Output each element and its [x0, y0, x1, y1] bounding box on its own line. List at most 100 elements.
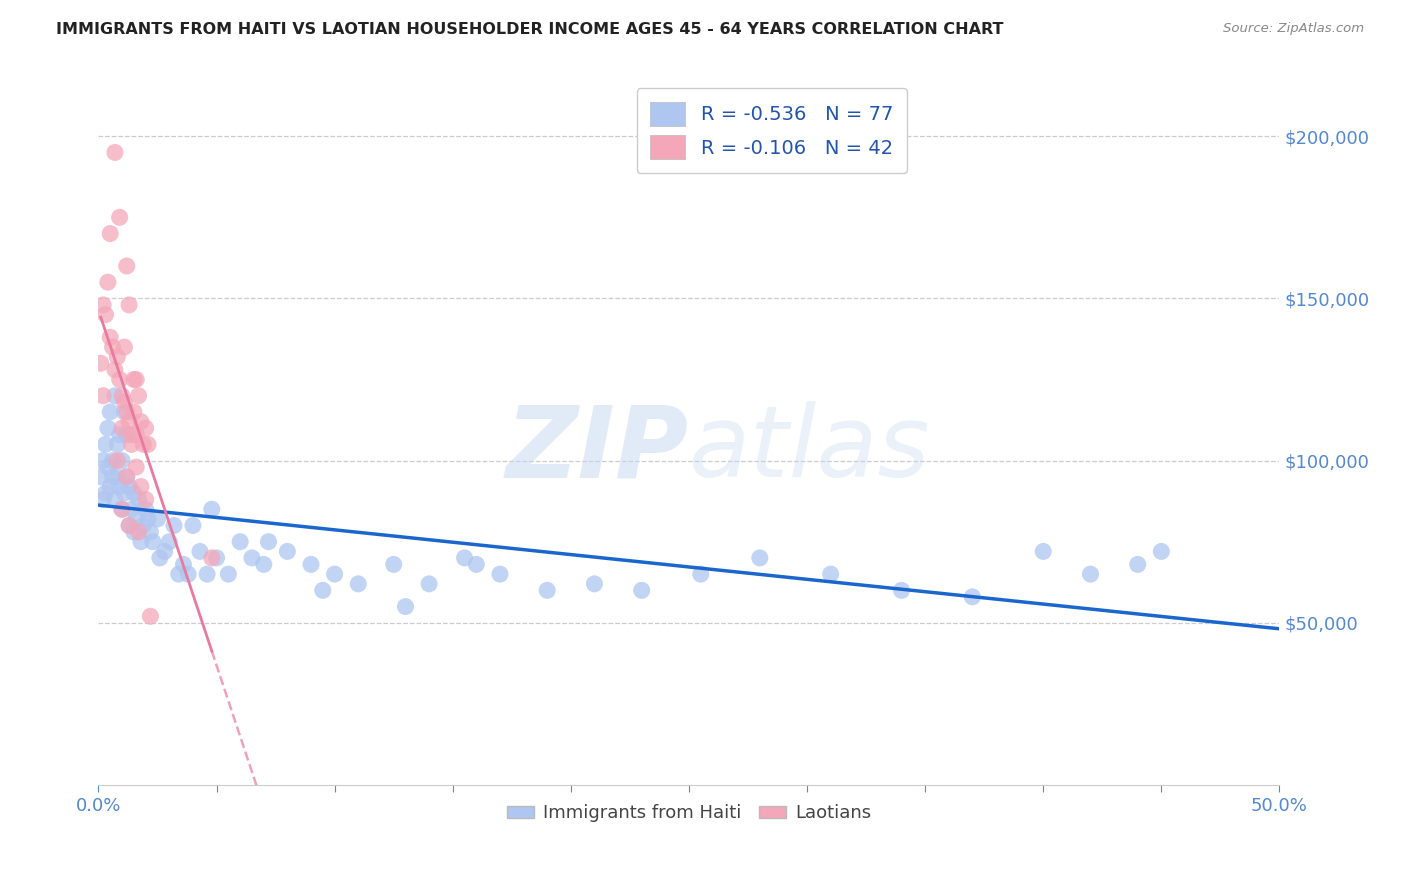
Point — [105, 350, 128, 364]
Point — [104, 145, 127, 160]
Point — [347, 577, 370, 591]
Point — [111, 502, 134, 516]
Point — [121, 427, 143, 442]
Text: atlas: atlas — [689, 401, 931, 498]
Point — [125, 460, 148, 475]
Point — [90, 356, 112, 370]
Point — [112, 405, 135, 419]
Point — [142, 534, 165, 549]
Point — [104, 389, 127, 403]
Point — [91, 453, 114, 467]
Point — [122, 524, 145, 539]
Point — [163, 518, 186, 533]
Point — [583, 577, 606, 591]
Point — [118, 518, 141, 533]
Point — [149, 550, 172, 565]
Point — [172, 558, 194, 572]
Point — [97, 460, 120, 475]
Point — [121, 502, 143, 516]
Point — [125, 427, 148, 442]
Point — [418, 577, 440, 591]
Point — [1150, 544, 1173, 558]
Point — [101, 340, 124, 354]
Point — [253, 558, 276, 572]
Point — [108, 211, 131, 225]
Point — [129, 479, 152, 493]
Point — [98, 405, 121, 419]
Legend: Immigrants from Haiti, Laotians: Immigrants from Haiti, Laotians — [499, 797, 879, 830]
Text: ZIP: ZIP — [506, 401, 689, 498]
Point — [394, 599, 416, 614]
Point — [90, 470, 112, 484]
Point — [91, 389, 114, 403]
Point — [108, 427, 131, 442]
Point — [1080, 567, 1102, 582]
Point — [157, 534, 180, 549]
Point — [136, 437, 159, 451]
Point — [205, 550, 228, 565]
Point — [111, 453, 134, 467]
Point — [139, 524, 162, 539]
Point — [217, 567, 239, 582]
Point — [177, 567, 200, 582]
Point — [129, 534, 152, 549]
Point — [128, 492, 150, 507]
Point — [98, 227, 121, 241]
Point — [962, 590, 984, 604]
Point — [382, 558, 405, 572]
Point — [97, 421, 120, 435]
Point — [1126, 558, 1149, 572]
Point — [135, 492, 157, 507]
Point — [105, 470, 128, 484]
Point — [1032, 544, 1054, 558]
Point — [890, 583, 912, 598]
Text: Source: ZipAtlas.com: Source: ZipAtlas.com — [1223, 22, 1364, 36]
Point — [128, 524, 150, 539]
Point — [121, 437, 143, 451]
Point — [91, 298, 114, 312]
Point — [118, 479, 141, 493]
Point — [115, 259, 138, 273]
Point — [91, 492, 114, 507]
Point — [136, 512, 159, 526]
Point — [122, 372, 145, 386]
Point — [118, 415, 141, 429]
Text: IMMIGRANTS FROM HAITI VS LAOTIAN HOUSEHOLDER INCOME AGES 45 - 64 YEARS CORRELATI: IMMIGRANTS FROM HAITI VS LAOTIAN HOUSEHO… — [56, 22, 1004, 37]
Point — [94, 308, 117, 322]
Point — [101, 453, 124, 467]
Point — [820, 567, 842, 582]
Point — [188, 544, 211, 558]
Point — [128, 389, 150, 403]
Point — [129, 415, 152, 429]
Point — [115, 470, 138, 484]
Point — [105, 453, 128, 467]
Point — [104, 363, 127, 377]
Point — [536, 583, 558, 598]
Point — [465, 558, 488, 572]
Point — [135, 502, 157, 516]
Point — [146, 512, 169, 526]
Point — [112, 395, 135, 409]
Point — [94, 486, 117, 500]
Point — [98, 479, 121, 493]
Point — [94, 437, 117, 451]
Point — [153, 544, 176, 558]
Point — [125, 512, 148, 526]
Point — [489, 567, 512, 582]
Point — [748, 550, 770, 565]
Point — [122, 486, 145, 500]
Point — [115, 405, 138, 419]
Point — [115, 427, 138, 442]
Point — [101, 470, 124, 484]
Point — [240, 550, 263, 565]
Point — [104, 492, 127, 507]
Point — [201, 502, 224, 516]
Point — [689, 567, 711, 582]
Point — [108, 372, 131, 386]
Point — [181, 518, 204, 533]
Point — [125, 372, 148, 386]
Point — [201, 550, 224, 565]
Point — [195, 567, 218, 582]
Point — [98, 330, 121, 344]
Point — [276, 544, 298, 558]
